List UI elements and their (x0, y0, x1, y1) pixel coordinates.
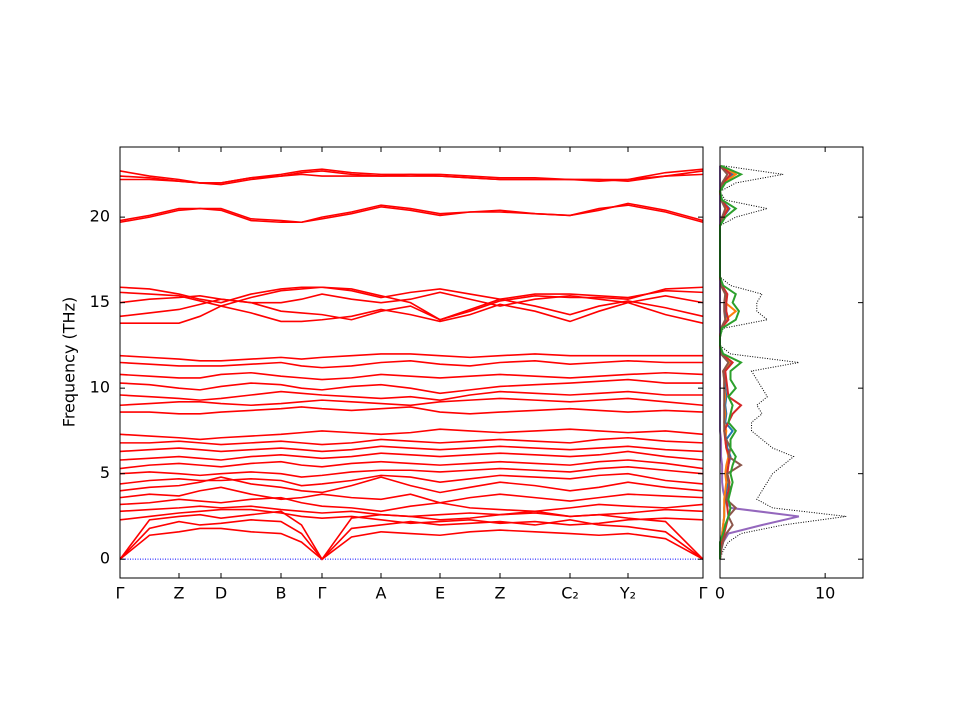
plot-frame (719, 146, 864, 579)
x-tick-label: Z (174, 584, 185, 603)
x-tick-label: E (435, 584, 445, 603)
band-line (119, 359, 703, 369)
band-line (119, 390, 703, 401)
x-tick-label: A (376, 584, 387, 603)
band-line (119, 486, 704, 504)
y-tick-label: 15 (90, 292, 110, 311)
band-line (119, 445, 704, 453)
band-line (119, 286, 704, 321)
x-tick-label: D (215, 584, 227, 603)
band-line (120, 436, 704, 446)
band-line (119, 472, 704, 487)
band-line (119, 353, 703, 362)
band-line (119, 204, 704, 224)
band-line (120, 301, 704, 324)
plot-frame (119, 146, 704, 579)
y-tick-label: 5 (100, 463, 110, 482)
band-line (120, 173, 704, 184)
band-line (119, 466, 704, 478)
band-line (119, 450, 704, 461)
y-tick-label: 20 (90, 207, 110, 226)
band-line (119, 378, 703, 395)
band-line (119, 286, 704, 307)
x-tick-label: 10 (815, 584, 835, 603)
band-line (119, 459, 704, 470)
x-tick-label: C₂ (561, 584, 579, 603)
x-tick-label: Γ (318, 584, 327, 603)
x-tick-label: 0 (715, 584, 725, 603)
band-line (120, 406, 704, 415)
band-line (119, 371, 704, 381)
band-line (119, 496, 704, 513)
band-line (119, 428, 704, 441)
band-line (119, 527, 704, 561)
y-axis-label: Frequency (THz) (60, 297, 79, 427)
x-tick-label: Z (495, 584, 506, 603)
x-tick-label: Γ (116, 584, 125, 603)
x-tick-label: Y₂ (619, 584, 636, 603)
x-tick-label: Γ (699, 584, 708, 603)
x-tick-label: B (276, 584, 287, 603)
band-line (119, 505, 704, 518)
y-tick-label: 10 (90, 378, 110, 397)
band-line (119, 508, 704, 526)
y-tick-label: 0 (100, 549, 110, 568)
band-line (119, 519, 704, 561)
band-line (119, 397, 704, 407)
band-line (119, 510, 704, 561)
